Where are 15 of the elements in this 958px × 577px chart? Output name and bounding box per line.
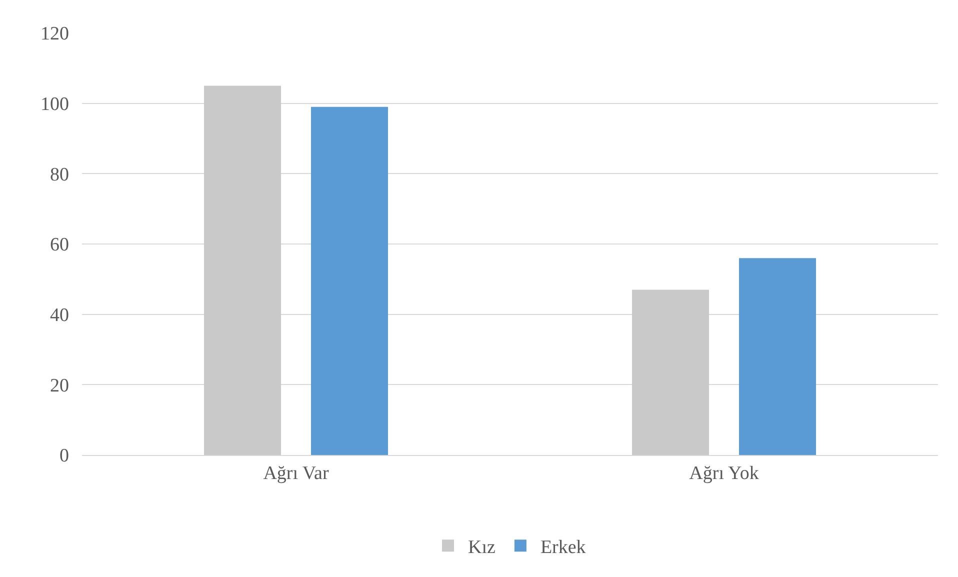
legend-label: Erkek xyxy=(540,537,586,558)
bar xyxy=(632,290,710,455)
y-tick-label: 20 xyxy=(50,375,69,396)
bar xyxy=(310,106,388,455)
bar xyxy=(204,86,282,455)
y-tick-label: 60 xyxy=(50,234,69,256)
y-tick-label: 40 xyxy=(50,304,69,326)
x-tick-label: Ağrı Var xyxy=(263,462,330,484)
y-tick-label: 0 xyxy=(60,446,69,467)
y-tick-label: 100 xyxy=(40,94,69,115)
y-tick-label: 120 xyxy=(40,24,69,45)
y-tick-label: 80 xyxy=(50,164,69,186)
legend-label: Kız xyxy=(468,537,496,558)
bar xyxy=(738,258,816,455)
x-tick-label: Ağrı Yok xyxy=(689,462,760,484)
